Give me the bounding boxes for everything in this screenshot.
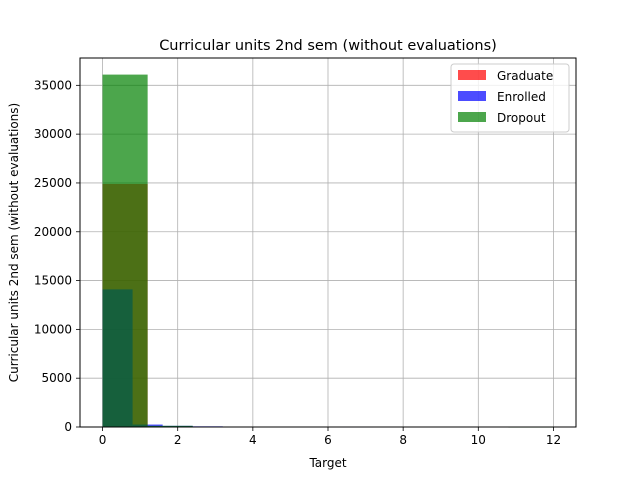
legend-swatch-graduate bbox=[458, 70, 486, 80]
y-tick-label: 15000 bbox=[34, 274, 72, 288]
legend: Graduate Enrolled Dropout bbox=[450, 63, 570, 133]
legend-swatch-enrolled bbox=[458, 91, 486, 101]
y-axis-label: Curricular units 2nd sem (without evalua… bbox=[7, 103, 21, 382]
y-tick-label: 0 bbox=[64, 420, 72, 434]
y-tick-label: 30000 bbox=[34, 127, 72, 141]
x-tick-label: 10 bbox=[471, 433, 486, 447]
x-tick-label: 12 bbox=[546, 433, 561, 447]
x-tick-label: 6 bbox=[324, 433, 332, 447]
x-tick-label: 0 bbox=[99, 433, 107, 447]
y-axis-ticks: 0 5000 10000 15000 20000 25000 30000 35000 bbox=[34, 78, 80, 434]
bars bbox=[102, 74, 554, 428]
legend-label-enrolled: Enrolled bbox=[497, 90, 546, 104]
legend-label-graduate: Graduate bbox=[497, 69, 553, 83]
legend-label-dropout: Dropout bbox=[497, 111, 546, 125]
legend-swatch-dropout bbox=[458, 112, 486, 122]
x-axis-ticks: 0 2 4 6 8 10 12 bbox=[99, 427, 561, 447]
chart-title: Curricular units 2nd sem (without evalua… bbox=[159, 38, 497, 54]
bar-dropout bbox=[102, 74, 148, 427]
x-axis-label: Target bbox=[308, 456, 346, 470]
x-tick-label: 4 bbox=[249, 433, 257, 447]
bar-dropout bbox=[147, 425, 193, 427]
y-tick-label: 20000 bbox=[34, 225, 72, 239]
x-tick-label: 8 bbox=[399, 433, 407, 447]
y-tick-label: 10000 bbox=[34, 322, 72, 336]
y-tick-label: 35000 bbox=[34, 78, 72, 92]
x-tick-label: 2 bbox=[174, 433, 182, 447]
y-tick-label: 5000 bbox=[41, 371, 72, 385]
y-tick-label: 25000 bbox=[34, 176, 72, 190]
